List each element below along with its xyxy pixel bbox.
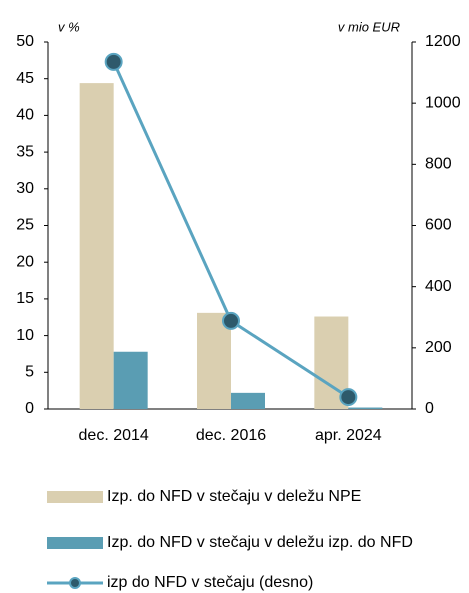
- legend-swatch: [47, 537, 103, 549]
- bar: [113, 351, 148, 409]
- y-tick-label: 10: [16, 327, 34, 344]
- legend-swatch: [47, 491, 103, 503]
- x-tick-label: dec. 2014: [79, 427, 149, 444]
- y2-tick-label: 1000: [425, 94, 461, 111]
- y-tick-label: 0: [25, 400, 34, 417]
- y-tick-label: 50: [16, 33, 34, 50]
- y-tick-label: 30: [16, 180, 34, 197]
- marker: [104, 52, 123, 71]
- y2-tick-label: 800: [425, 156, 452, 173]
- bar: [348, 407, 383, 409]
- legend-label: Izp. do NFD v stečaju v deležu NPE: [107, 488, 361, 505]
- marker: [222, 311, 240, 330]
- y2-tick-label: 0: [425, 400, 434, 417]
- y-tick-label: 35: [16, 143, 34, 160]
- y-tick-label: 20: [16, 253, 34, 270]
- legend-label: izp do NFD v stečaju (desno): [107, 574, 313, 591]
- y2-tick-label: 1200: [425, 33, 461, 50]
- marker: [339, 388, 358, 407]
- y2-tick-label: 200: [425, 339, 452, 356]
- y-tick-label: 45: [16, 70, 34, 87]
- bar: [231, 392, 265, 409]
- x-tick-label: dec. 2016: [196, 427, 266, 444]
- y-tick-label: 40: [16, 107, 34, 124]
- y2-tick-label: 600: [425, 217, 452, 234]
- y-tick-label: 25: [16, 217, 34, 234]
- left-unit: v %: [58, 19, 80, 34]
- y-tick-label: 15: [16, 290, 34, 307]
- bar: [197, 312, 231, 409]
- y2-tick-label: 400: [425, 278, 452, 295]
- bar: [79, 83, 114, 409]
- y-tick-label: 5: [25, 364, 34, 381]
- right-unit: v mio EUR: [338, 19, 400, 34]
- x-tick-label: apr. 2024: [315, 427, 382, 444]
- legend-label: Izp. do NFD v stečaju v deležu izp. do N…: [107, 534, 413, 551]
- legend-marker: [69, 577, 81, 589]
